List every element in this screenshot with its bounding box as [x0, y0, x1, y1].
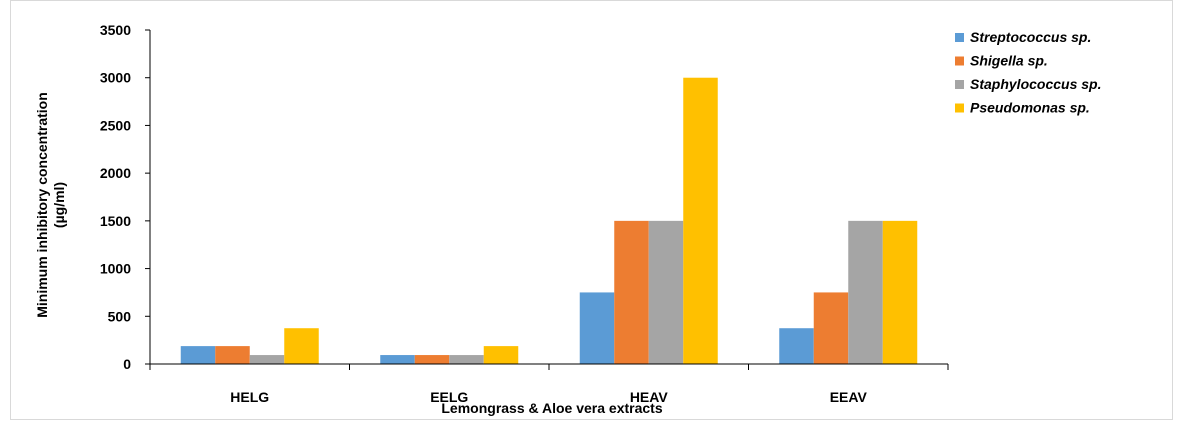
y-tick-label: 3000	[100, 70, 131, 86]
legend-label: Streptococcus sp.	[970, 29, 1091, 45]
bar	[284, 328, 319, 364]
bar	[249, 355, 285, 364]
bar	[882, 220, 918, 364]
y-tick-label: 3500	[100, 22, 131, 38]
legend-swatch	[955, 103, 964, 113]
x-tick-label: HELG	[230, 389, 269, 405]
y-axis-title-line2: (µg/ml)	[51, 182, 67, 228]
legend-swatch	[955, 80, 964, 89]
y-axis-title-line1: Minimum inhibitory concentration	[34, 92, 50, 318]
x-axis-ticks	[149, 364, 949, 370]
bar	[813, 292, 849, 364]
bar	[449, 355, 484, 364]
y-tick-label: 1000	[100, 261, 131, 277]
legend-swatch	[955, 33, 964, 42]
bar	[215, 346, 250, 364]
legend-label: Staphylococcus sp.	[970, 76, 1101, 92]
bar	[848, 220, 883, 364]
bar	[648, 220, 684, 364]
y-axis-ticks: 0 500 1000 1500 2000 2500 3000 3500	[100, 22, 150, 372]
bar	[180, 346, 216, 364]
x-axis-category-labels: HELG EELG HEAV EEAV	[230, 389, 867, 405]
bar	[414, 355, 450, 364]
legend-swatch	[955, 56, 964, 66]
bar	[614, 220, 649, 364]
chart-frame	[10, 0, 1173, 420]
x-tick-label: EELG	[430, 389, 468, 405]
y-tick-label: 2000	[100, 165, 131, 181]
legend: Streptococcus sp. Shigella sp. Staphylococ…	[955, 29, 1101, 116]
bar	[579, 292, 615, 364]
y-tick-label: 2500	[100, 117, 131, 133]
y-axis-title: Minimum inhibitory concentration (µg/ml)	[34, 92, 67, 318]
x-tick-label: HEAV	[630, 389, 669, 405]
y-tick-label: 500	[108, 308, 132, 324]
x-axis-title: Lemongrass & Aloe vera extracts	[441, 400, 662, 416]
bars	[180, 77, 918, 364]
bar	[683, 77, 718, 364]
bar	[779, 328, 814, 364]
y-tick-label: 1500	[100, 213, 131, 229]
legend-label: Shigella sp.	[970, 53, 1048, 69]
legend-label: Pseudomonas sp.	[970, 100, 1090, 116]
x-tick-label: EEAV	[830, 389, 868, 405]
y-tick-label: 0	[123, 356, 131, 372]
bar	[380, 355, 415, 364]
bar	[483, 346, 519, 364]
